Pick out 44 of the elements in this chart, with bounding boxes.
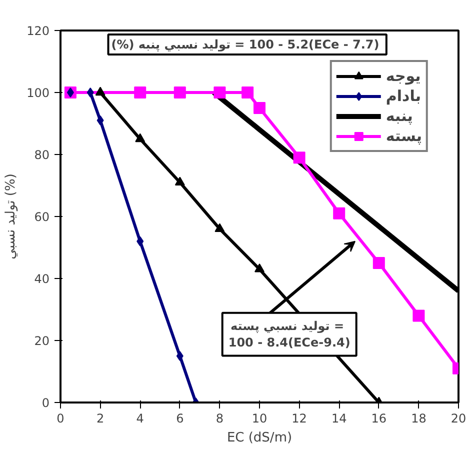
point [174,86,186,98]
x-tick-label: 8 [216,412,224,426]
x-axis-title: EC (dS/m) [226,430,292,446]
point [293,152,306,164]
point [176,351,184,361]
x-tick-label: 2 [96,412,104,426]
x-tick-label: 20 [450,412,466,426]
x-tick-label: 4 [136,412,144,426]
x-tick-label: 14 [331,412,347,426]
point [174,176,185,186]
x-tick-label: 10 [252,412,268,426]
legend-label: پنبه [386,107,413,125]
y-tick-label: 40 [34,272,50,286]
y-tick-label: 120 [26,24,50,38]
y-tick-label: 100 [26,86,50,100]
y-tick-label: 80 [34,148,50,162]
x-tick-label: 12 [292,412,307,426]
y-tick-label: 60 [34,210,50,224]
x-tick-label: 6 [176,412,184,426]
x-tick-label: 0 [56,412,64,426]
point [86,88,94,98]
point [242,86,254,98]
y-tick-label: 0 [42,396,50,410]
point [214,86,226,98]
point [412,310,425,322]
legend-label: بادام [386,87,421,105]
point [214,223,225,232]
point [136,236,144,246]
point [95,86,106,96]
annotation: (%) تولید نسبي پنبه = 100 - 5.2(ECe - 7.7) [111,38,380,52]
x-tick-label: 16 [371,412,387,426]
point [96,115,104,126]
point [254,102,266,114]
y-axis-title: تولید نسبي (%) [4,174,19,260]
point [66,88,74,98]
x-tick-label: 18 [411,412,426,426]
legend-label: يوجه [386,67,421,85]
point [254,264,264,272]
point [372,257,385,269]
point [134,86,146,98]
legend-label: پسته [386,127,422,145]
point [135,133,146,142]
point [333,207,346,220]
y-tick-label: 20 [34,334,50,348]
